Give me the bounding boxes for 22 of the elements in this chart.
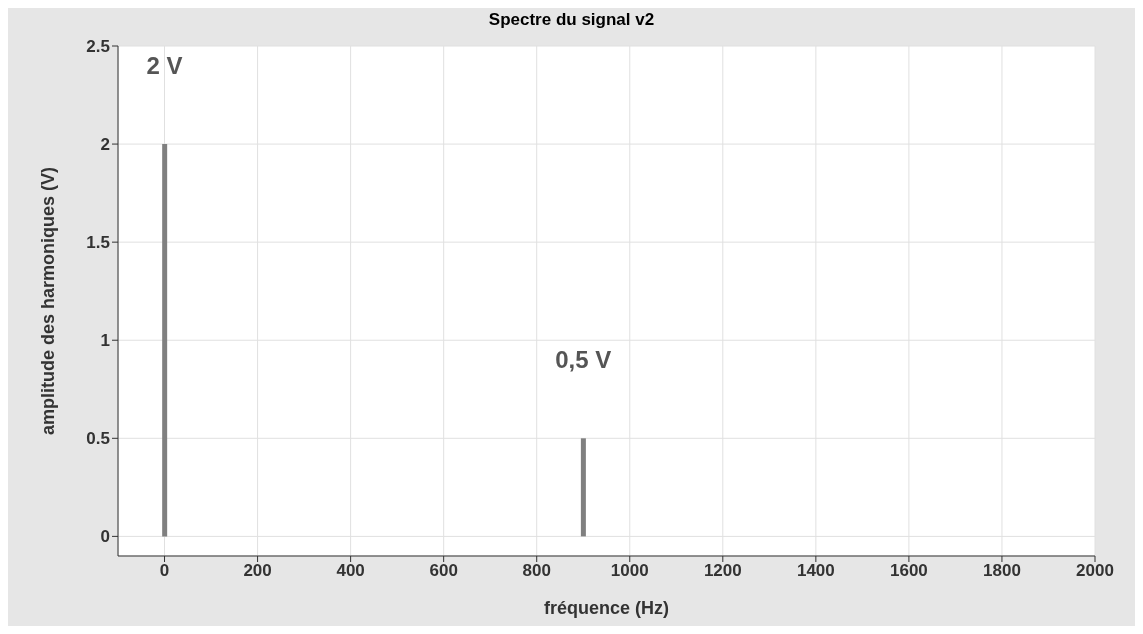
x-axis-title: fréquence (Hz) (543, 598, 670, 618)
x-tick-label: 600 (429, 561, 458, 581)
x-tick-label: 400 (336, 561, 365, 581)
x-tick-label: 800 (522, 561, 551, 581)
annotation: 2 V (146, 52, 183, 80)
x-tick-label: 1800 (983, 561, 1021, 581)
y-tick-label: 2.5 (86, 37, 110, 57)
x-tick-label: 1400 (796, 561, 835, 581)
y-tick-label: 0 (100, 527, 110, 547)
y-tick-label: 0.5 (86, 429, 110, 449)
x-tick-label: 1200 (703, 561, 742, 581)
x-tick-label: 0 (159, 561, 170, 581)
x-tick-label: 2000 (1076, 561, 1114, 581)
x-tick-label: 200 (243, 561, 272, 581)
annotation: 0,5 V (555, 346, 612, 374)
y-tick-label: 2 (100, 135, 110, 155)
x-tick-label: 1600 (889, 561, 928, 581)
y-axis-title: amplitude des harmoniques (V) (38, 166, 59, 436)
y-tick-label: 1 (100, 331, 110, 351)
x-tick-label: 1000 (610, 561, 649, 581)
chart-title: Spectre du signal v2 (487, 10, 656, 30)
y-tick-label: 1.5 (86, 233, 110, 253)
